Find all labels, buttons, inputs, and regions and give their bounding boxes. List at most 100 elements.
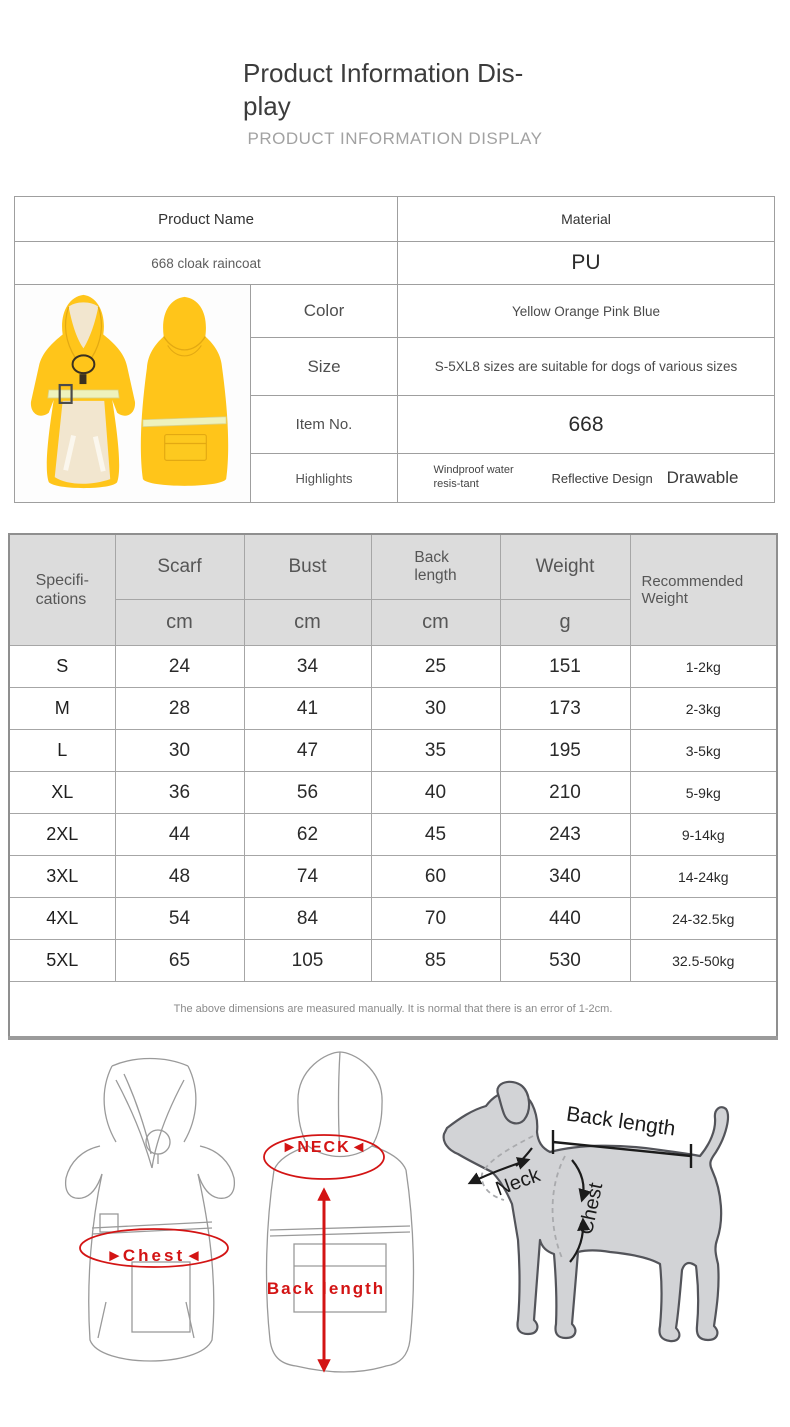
- neck-arrow-left: ►: [281, 1139, 297, 1156]
- size-row-l: L 30 47 35 195 3-5kg: [8, 729, 778, 772]
- back-length-header: Back length: [370, 533, 501, 600]
- size-row-3xl: 3XL 48 74 60 340 14-24kg: [8, 855, 778, 898]
- dog-measure-arrows: [467, 1147, 592, 1263]
- highlight-windproof: Windproof water resis-tant: [433, 464, 514, 490]
- bust-cell: 56: [243, 771, 372, 814]
- bust-cell: 41: [243, 687, 372, 730]
- neck-arrow-right: ◄: [351, 1139, 367, 1156]
- info-color-row: Color Yellow Orange Pink Blue: [14, 284, 775, 503]
- material-header: Material: [397, 196, 775, 242]
- measure-sketch-back: ►NECK◄ Back length: [263, 1051, 415, 1373]
- recommended-cell: 1-2kg: [629, 645, 778, 688]
- size-value: S-5XL8 sizes are suitable for dogs of va…: [397, 337, 775, 396]
- size-row-5xl: 5XL 65 105 85 530 32.5-50kg: [8, 939, 778, 982]
- measurement-diagrams: ►Chest◄ ►NECK◄: [0, 1040, 790, 1427]
- chest-arrow-right: ◄: [185, 1246, 202, 1265]
- neck-label: NECK: [297, 1139, 350, 1156]
- weight-cell: 195: [499, 729, 631, 772]
- spec-header-line1: Specifi-: [35, 571, 89, 589]
- back-length-cell: 40: [370, 771, 501, 814]
- chest-ellipse: [79, 1228, 229, 1268]
- bust-cell: 47: [243, 729, 372, 772]
- page-subtitle: PRODUCT INFORMATION DISPLAY: [247, 129, 543, 148]
- dog-measurement-diagram: Back length Neck Chest: [442, 1080, 730, 1343]
- size-cell: L: [8, 729, 116, 772]
- dog-silhouette: [442, 1080, 730, 1343]
- color-value: Yellow Orange Pink Blue: [397, 284, 775, 338]
- front-sketch-lines: [64, 1057, 236, 1362]
- size-row-4xl: 4XL 54 84 70 440 24-32.5kg: [8, 897, 778, 940]
- size-cell: 5XL: [8, 939, 116, 982]
- bust-cell: 62: [243, 813, 372, 856]
- scarf-header: Scarf: [114, 533, 245, 600]
- info-value-row: 668 cloak raincoat PU: [14, 241, 775, 285]
- item-no-label: Item No.: [250, 395, 398, 454]
- recommended-cell: 5-9kg: [629, 771, 778, 814]
- back-length-header-line2: length: [414, 567, 457, 584]
- size-row-s: S 24 34 25 151 1-2kg: [8, 645, 778, 688]
- chest-annotation: ►Chest◄: [106, 1246, 202, 1265]
- back-length-cell: 30: [370, 687, 501, 730]
- back-length-cell: 85: [370, 939, 501, 982]
- back-length-cell: 35: [370, 729, 501, 772]
- highlights-list: Windproof water resis-tant Reflective De…: [398, 464, 774, 492]
- back-length-unit: cm: [370, 599, 501, 646]
- recommended-weight-header: Recommended Weight: [629, 533, 778, 646]
- size-label: Size: [250, 337, 398, 396]
- product-name-header: Product Name: [14, 196, 398, 242]
- product-photo-cell: [14, 284, 251, 503]
- highlight-drawable: Drawable: [666, 468, 739, 487]
- dog-back-length-label: Back length: [565, 1103, 677, 1141]
- bust-header: Bust: [243, 533, 372, 600]
- rec-header-line2: Weight: [641, 590, 688, 607]
- size-row-m: M 28 41 30 173 2-3kg: [8, 687, 778, 730]
- scarf-cell: 54: [114, 897, 245, 940]
- size-cell: 2XL: [8, 813, 116, 856]
- scarf-cell: 36: [114, 771, 245, 814]
- raincoat-front-view: [30, 294, 135, 489]
- scarf-cell: 44: [114, 813, 245, 856]
- page-title: Product Information Dis- play: [243, 57, 543, 123]
- page-title-line1: Product Information Dis-: [243, 58, 524, 88]
- scarf-unit: cm: [114, 599, 245, 646]
- back-length-cell: 45: [370, 813, 501, 856]
- recommended-cell: 2-3kg: [629, 687, 778, 730]
- weight-unit: g: [499, 599, 631, 646]
- size-cell: M: [8, 687, 116, 730]
- weight-cell: 151: [499, 645, 631, 688]
- size-row-xl: XL 36 56 40 210 5-9kg: [8, 771, 778, 814]
- bust-cell: 84: [243, 897, 372, 940]
- measurement-note: The above dimensions are measured manual…: [8, 981, 778, 1039]
- weight-cell: 210: [499, 771, 631, 814]
- weight-cell: 340: [499, 855, 631, 898]
- weight-cell: 530: [499, 939, 631, 982]
- bust-cell: 74: [243, 855, 372, 898]
- weight-cell: 243: [499, 813, 631, 856]
- bust-cell: 105: [243, 939, 372, 982]
- measure-sketch-front: ►Chest◄: [64, 1057, 236, 1362]
- size-cell: 4XL: [8, 897, 116, 940]
- material-value: PU: [397, 241, 775, 285]
- weight-cell: 173: [499, 687, 631, 730]
- info-header-row: Product Name Material: [14, 196, 775, 242]
- back-sketch-lines: [265, 1051, 415, 1373]
- scarf-cell: 24: [114, 645, 245, 688]
- size-table-note-row: The above dimensions are measured manual…: [8, 981, 778, 1039]
- scarf-cell: 28: [114, 687, 245, 730]
- size-table-header-row1: Specifi-cations Scarf Bust Back length We…: [8, 533, 778, 646]
- neck-ellipse: [263, 1134, 385, 1180]
- back-length-label: Back length: [267, 1279, 385, 1298]
- product-photo: [15, 285, 250, 497]
- product-name-value: 668 cloak raincoat: [14, 241, 398, 285]
- recommended-cell: 3-5kg: [629, 729, 778, 772]
- info-highlights-row: Highlights Windproof water resis-tant Re…: [15, 453, 775, 503]
- scarf-cell: 48: [114, 855, 245, 898]
- scarf-cell: 30: [114, 729, 245, 772]
- weight-cell: 440: [499, 897, 631, 940]
- size-table-header-row2: cm cm cm g: [9, 599, 777, 646]
- recommended-cell: 24-32.5kg: [629, 897, 778, 940]
- size-cell: S: [8, 645, 116, 688]
- bust-unit: cm: [243, 599, 372, 646]
- highlights-label: Highlights: [250, 453, 398, 503]
